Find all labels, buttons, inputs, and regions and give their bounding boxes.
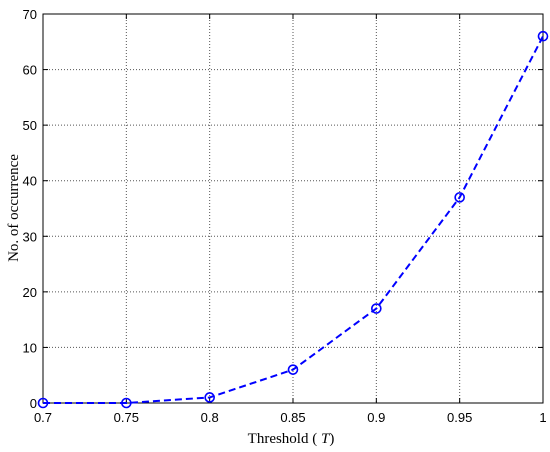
- x-tick-label: 0.8: [201, 410, 219, 425]
- x-tick-label: 0.9: [367, 410, 385, 425]
- x-tick-label: 0.7: [34, 410, 52, 425]
- grid-lines: [43, 14, 543, 403]
- y-tick-label: 10: [23, 340, 37, 355]
- y-tick-label: 70: [23, 7, 37, 22]
- y-tick-label: 60: [23, 63, 37, 78]
- data-point-marker: [121, 397, 132, 409]
- series-line: [43, 35, 544, 404]
- y-tick-label: 20: [23, 285, 37, 300]
- y-tick-label: 0: [30, 396, 37, 411]
- x-axis-label-prefix: Threshold (: [248, 431, 321, 447]
- data-point-marker: [537, 30, 549, 42]
- y-tick-label: 40: [23, 174, 37, 189]
- y-tick-label: 30: [23, 229, 37, 244]
- series-layer: [37, 30, 549, 409]
- data-point-marker: [371, 303, 382, 314]
- y-tick-label: 50: [23, 118, 37, 133]
- x-axis-tick-labels: 0.7 0.75 0.8 0.85 0.9 0.95 1: [34, 410, 547, 425]
- data-point-marker: [37, 397, 49, 409]
- data-point-marker: [204, 392, 215, 403]
- x-tick-label: 0.95: [447, 410, 472, 425]
- x-tick-label: 0.75: [114, 410, 139, 425]
- y-axis-tick-labels: 0 10 20 30 40 50 60 70: [23, 7, 37, 411]
- data-point-marker: [454, 192, 465, 203]
- y-axis-label: No. of occurrence: [6, 154, 22, 262]
- x-axis-label-symbol: T: [321, 431, 331, 447]
- x-axis-label-suffix: ): [329, 431, 334, 447]
- x-axis-label: Threshold ( T): [248, 431, 335, 447]
- data-point-marker: [287, 364, 299, 375]
- x-tick-label: 1: [539, 410, 546, 425]
- x-tick-label: 0.85: [280, 410, 305, 425]
